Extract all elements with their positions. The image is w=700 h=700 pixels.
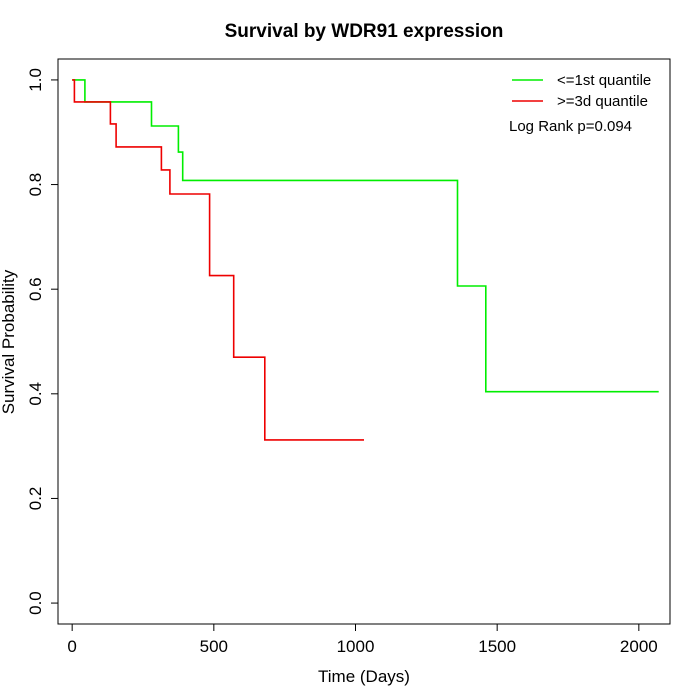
- x-tick-label: 2000: [620, 637, 658, 656]
- legend-label-1: >=3d quantile: [557, 93, 648, 110]
- series-layer: [72, 79, 659, 441]
- y-tick-label: 0.6: [26, 277, 45, 301]
- log-rank-annotation: Log Rank p=0.094: [509, 118, 632, 135]
- legend-label-0: <=1st quantile: [557, 72, 651, 89]
- y-tick-label: 0.0: [26, 591, 45, 615]
- x-tick-label: 500: [200, 637, 228, 656]
- y-axis-label: Survival Probability: [0, 269, 18, 414]
- y-tick-label: 1.0: [26, 68, 45, 92]
- x-tick-label: 0: [67, 637, 76, 656]
- y-tick-label: 0.2: [26, 487, 45, 511]
- x-tick-label: 1500: [478, 637, 516, 656]
- series-line-1: [72, 79, 364, 441]
- chart-title: Survival by WDR91 expression: [225, 21, 504, 42]
- legend: <=1st quantile >=3d quantile: [512, 72, 651, 110]
- y-axis: 0.0 0.2 0.4 0.6 0.8 1.0: [26, 68, 59, 615]
- y-tick-label: 0.4: [26, 382, 45, 406]
- y-tick-label: 0.8: [26, 173, 45, 197]
- x-axis: 0 500 1000 1500 2000: [67, 623, 658, 656]
- x-axis-label: Time (Days): [318, 667, 410, 686]
- x-tick-label: 1000: [337, 637, 375, 656]
